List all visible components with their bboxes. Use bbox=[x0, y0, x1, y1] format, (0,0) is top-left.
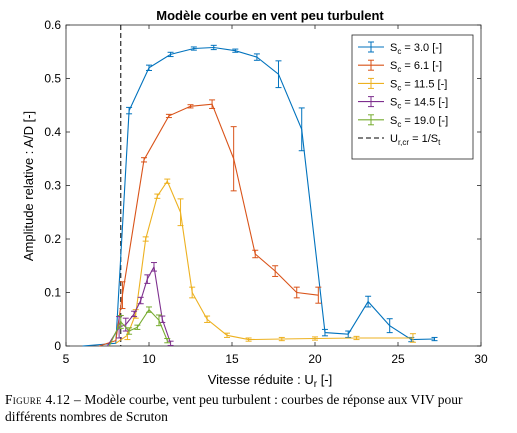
y-tick-label: 0 bbox=[54, 339, 61, 353]
x-axis-label: Vitesse réduite : Ur [-] bbox=[208, 372, 333, 388]
y-tick-label: 0.6 bbox=[44, 18, 61, 32]
series-3 bbox=[115, 178, 416, 344]
y-axis-label: Amplitude relative : A/D [-] bbox=[21, 111, 36, 261]
legend-label: Sc = 11.5 [-] bbox=[390, 78, 447, 92]
legend-label: Sc = 19.0 [-] bbox=[390, 115, 448, 129]
x-tick-label: 10 bbox=[142, 352, 156, 366]
series-5 bbox=[108, 306, 171, 347]
legend: Sc = 3.0 [-] Sc = 6.1 [-] Sc = 11.5 [-] Sc … bbox=[351, 34, 474, 160]
y-tick-label: 0.2 bbox=[44, 232, 61, 246]
y-tick-label: 0.4 bbox=[44, 125, 61, 139]
y-tick-label: 0.5 bbox=[44, 72, 61, 86]
series-2 bbox=[99, 99, 322, 347]
chart-title: Modèle courbe en vent peu turbulent bbox=[156, 8, 384, 23]
y-tick-label: 0.3 bbox=[44, 179, 61, 193]
legend-label: Sc = 14.5 [-] bbox=[390, 97, 448, 111]
x-tick-label: 15 bbox=[225, 352, 239, 366]
legend-label: Ur,cr = 1/St bbox=[390, 133, 441, 147]
series-1 bbox=[82, 44, 438, 347]
figure-caption: Figure 4.12 – Modèle courbe, vent peu tu… bbox=[5, 391, 513, 425]
legend-label: Sc = 3.0 [-] bbox=[390, 42, 442, 56]
y-tick-label: 0.1 bbox=[44, 286, 61, 300]
caption-label: Figure 4.12 – bbox=[5, 392, 82, 407]
caption-text: Modèle courbe, vent peu turbulent : cour… bbox=[5, 392, 463, 424]
legend-label: Sc = 6.1 [-] bbox=[390, 60, 442, 74]
plot-area: 5 10 15 20 25 30 0 0.1 0.2 0.3 0.4 0.5 0.6 bbox=[44, 18, 488, 366]
x-tick-label: 20 bbox=[308, 352, 322, 366]
x-tick-label: 25 bbox=[391, 352, 405, 366]
x-tick-label: 5 bbox=[63, 352, 70, 366]
x-tick-label: 30 bbox=[474, 352, 488, 366]
series-line bbox=[99, 103, 319, 347]
chart: Modèle courbe en vent peu turbulent 5 10 1… bbox=[21, 8, 488, 388]
